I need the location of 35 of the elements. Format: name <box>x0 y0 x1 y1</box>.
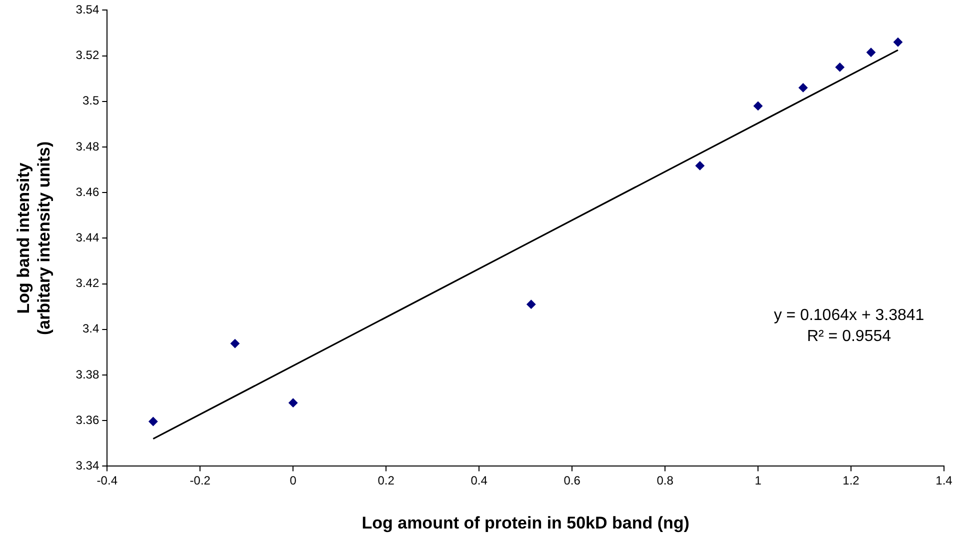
y-tick-label: 3.38 <box>76 367 100 382</box>
x-tick-label: 0.2 <box>378 474 395 488</box>
point <box>526 300 536 309</box>
y-tick-label: 3.48 <box>76 139 100 154</box>
point <box>866 48 876 57</box>
x-tick-label: 0.6 <box>564 474 581 488</box>
annotation: R² = 0.9554 <box>806 328 892 346</box>
point <box>754 101 763 110</box>
x-tick-label: 1 <box>754 474 762 488</box>
x-tick-label: -0.4 <box>96 474 118 488</box>
y-tick-label: 3.44 <box>76 230 100 245</box>
y-tick-label: 3.52 <box>76 48 100 62</box>
y-tick-label: 3.54 <box>76 2 100 17</box>
y-tick-label: 3.36 <box>76 412 100 427</box>
point <box>695 161 704 170</box>
y-tick-label: 3.34 <box>76 458 100 473</box>
point <box>288 398 298 408</box>
y-tick-label: 3.4 <box>82 322 100 336</box>
point <box>835 62 844 72</box>
point <box>148 417 158 426</box>
x-tick-label: -0.2 <box>190 474 211 488</box>
point <box>798 83 808 92</box>
x-tick-label: 1.4 <box>936 474 953 488</box>
x-axis-title: Log amount of protein in 50kD band (ng) <box>362 513 690 532</box>
point <box>893 38 902 47</box>
point <box>230 339 240 348</box>
x-tick-label: 0.8 <box>656 474 674 488</box>
y-tick-label: 3.46 <box>76 184 100 199</box>
annotation: y = 0.1064x + 3.3841 <box>774 307 924 324</box>
x-tick-label: 0.4 <box>470 474 488 488</box>
x-tick-label: 0 <box>290 474 297 488</box>
y-tick-label: 3.5 <box>82 94 100 108</box>
y-tick-label: 3.42 <box>76 276 100 290</box>
y-axis-title: Log band intensity (arbitary intensity units) <box>14 141 54 336</box>
x-tick-label: 1.2 <box>842 474 860 488</box>
